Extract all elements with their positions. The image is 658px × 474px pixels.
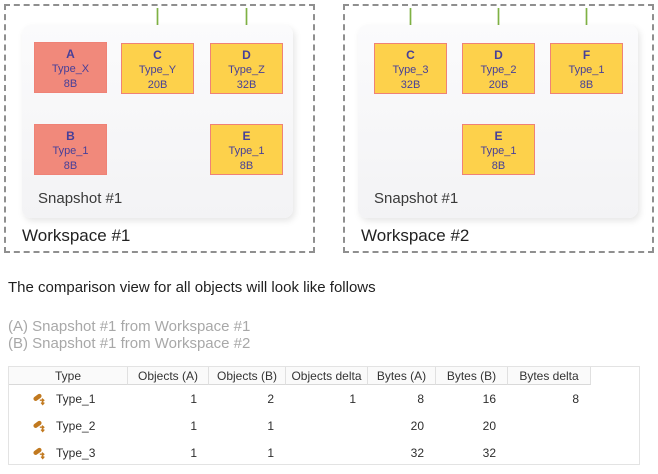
node-size: 8B bbox=[239, 160, 254, 172]
type-icon bbox=[33, 447, 45, 460]
node-box: C Type_Y 20B bbox=[121, 43, 194, 94]
node-size: 20B bbox=[488, 79, 509, 91]
node-box: E Type_1 8B bbox=[462, 124, 535, 175]
table-row[interactable]: Type_2 1 1 20 20 bbox=[9, 412, 639, 439]
type-icon bbox=[33, 420, 45, 433]
node-size: 8B bbox=[579, 79, 594, 91]
node-box: E Type_1 8B bbox=[210, 124, 283, 175]
node-size: 8B bbox=[63, 160, 78, 172]
node-id: E bbox=[242, 129, 251, 143]
cell-bytes-delta bbox=[508, 412, 591, 439]
node-type: Type_3 bbox=[392, 64, 429, 76]
cell-bytes-b: 20 bbox=[482, 418, 496, 433]
legend: (A) Snapshot #1 from Workspace #1 (B) Sn… bbox=[8, 318, 250, 352]
node-type: Type_1 bbox=[568, 64, 605, 76]
node-id: C bbox=[406, 48, 415, 62]
type-name: Type_1 bbox=[56, 391, 96, 406]
legend-line-b: (B) Snapshot #1 from Workspace #2 bbox=[8, 335, 251, 352]
cell-bytes-a: 32 bbox=[410, 445, 424, 460]
cell-objects-b: 1 bbox=[267, 418, 274, 433]
column-header-objects-b[interactable]: Objects (B) bbox=[209, 367, 286, 385]
node-id: B bbox=[66, 129, 75, 143]
node-size: 8B bbox=[63, 78, 78, 90]
node-size: 8B bbox=[491, 160, 506, 172]
node-box: F Type_1 8B bbox=[550, 43, 623, 94]
node-size: 20B bbox=[147, 79, 168, 91]
snapshot-label: Snapshot #1 bbox=[374, 190, 459, 207]
node-type: Type_1 bbox=[480, 145, 517, 157]
column-header-bytes-b[interactable]: Bytes (B) bbox=[436, 367, 508, 385]
node-type: Type_Y bbox=[138, 64, 177, 76]
node-box: B Type_1 8B bbox=[34, 124, 107, 175]
cell-objects-a: 1 bbox=[190, 445, 197, 460]
type-name: Type_2 bbox=[56, 418, 96, 433]
node-box: C Type_3 32B bbox=[374, 43, 447, 94]
cell-objects-delta bbox=[286, 412, 368, 439]
cell-objects-b: 1 bbox=[267, 445, 274, 460]
cell-bytes-delta: 8 bbox=[572, 391, 579, 406]
type-name: Type_3 bbox=[56, 445, 96, 460]
table-row[interactable]: Type_1 1 2 1 8 16 8 bbox=[9, 385, 639, 412]
cell-bytes-a: 8 bbox=[417, 391, 424, 406]
cell-bytes-b: 16 bbox=[482, 391, 496, 406]
workspace-2-panel: Snapshot #1 C Type_3 32B D Type_2 20B F … bbox=[343, 4, 654, 253]
node-id: E bbox=[494, 129, 503, 143]
node-type: Type_X bbox=[51, 63, 90, 75]
cell-bytes-b: 32 bbox=[482, 445, 496, 460]
cell-objects-a: 1 bbox=[190, 391, 197, 406]
workspace-label: Workspace #2 bbox=[361, 226, 470, 245]
column-header-objects-a[interactable]: Objects (A) bbox=[128, 367, 209, 385]
workspace-1-panel: Snapshot #1 A Type_X 8B C Type_Y 20B D T… bbox=[4, 4, 315, 253]
node-size: 32B bbox=[236, 79, 257, 91]
column-header-objects-delta[interactable]: Objects delta bbox=[286, 367, 368, 385]
table-header-row: Type Objects (A) Objects (B) Objects del… bbox=[9, 367, 639, 385]
cell-objects-a: 1 bbox=[190, 418, 197, 433]
node-box: A Type_X 8B bbox=[34, 42, 107, 93]
snapshot-label: Snapshot #1 bbox=[38, 190, 123, 207]
node-id: D bbox=[494, 48, 503, 62]
cell-objects-delta bbox=[286, 439, 368, 466]
node-id: A bbox=[66, 47, 75, 61]
node-id: F bbox=[582, 48, 591, 62]
column-header-bytes-delta[interactable]: Bytes delta bbox=[508, 367, 591, 385]
column-header-type[interactable]: Type bbox=[9, 367, 128, 385]
cell-bytes-delta bbox=[508, 439, 591, 466]
caption-text: The comparison view for all objects will… bbox=[8, 279, 376, 296]
comparison-table: Type Objects (A) Objects (B) Objects del… bbox=[8, 366, 640, 465]
column-header-bytes-a[interactable]: Bytes (A) bbox=[368, 367, 436, 385]
node-id: D bbox=[242, 48, 251, 62]
legend-line-a: (A) Snapshot #1 from Workspace #1 bbox=[8, 318, 251, 335]
workspace-label: Workspace #1 bbox=[22, 226, 131, 245]
node-type: Type_1 bbox=[228, 145, 265, 157]
column-header-filler bbox=[591, 367, 639, 385]
node-type: Type_1 bbox=[52, 145, 89, 157]
node-box: D Type_Z 32B bbox=[210, 43, 283, 94]
node-size: 32B bbox=[400, 79, 421, 91]
cell-objects-delta: 1 bbox=[349, 391, 356, 406]
node-box: D Type_2 20B bbox=[462, 43, 535, 94]
table-row[interactable]: Type_3 1 1 32 32 bbox=[9, 439, 639, 466]
node-id: C bbox=[153, 48, 162, 62]
cell-bytes-a: 20 bbox=[410, 418, 424, 433]
node-type: Type_Z bbox=[228, 64, 265, 76]
node-type: Type_2 bbox=[480, 64, 517, 76]
cell-objects-b: 2 bbox=[267, 391, 274, 406]
type-icon bbox=[33, 393, 45, 406]
